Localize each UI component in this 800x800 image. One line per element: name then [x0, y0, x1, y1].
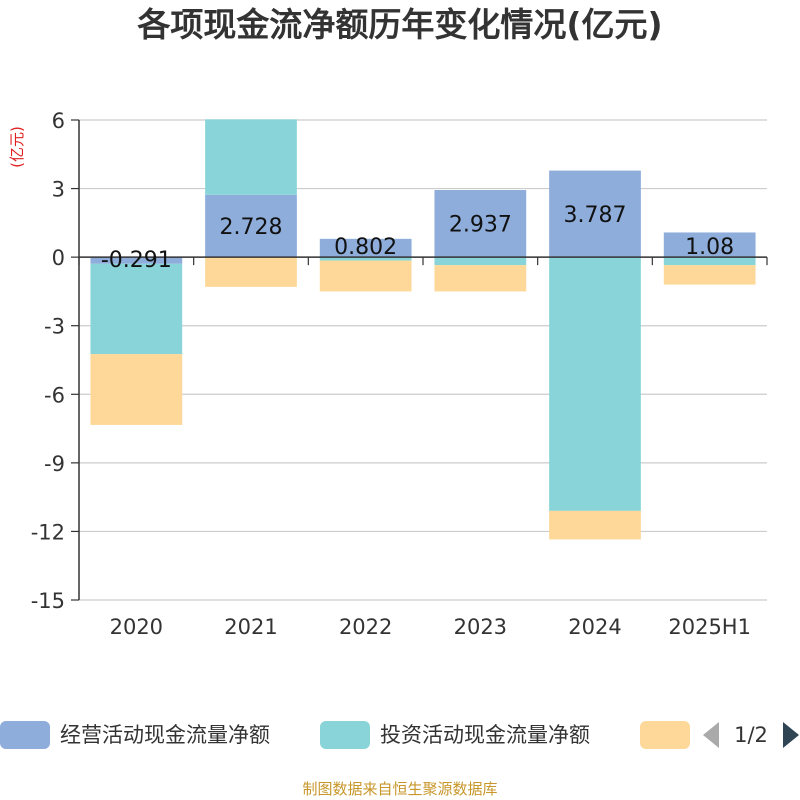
bar-series-2: [205, 119, 297, 195]
bar-series-2: [90, 263, 183, 355]
bars: [90, 119, 756, 540]
y-tick-label: 3: [52, 178, 65, 202]
data-label: 2.937: [449, 213, 512, 238]
bar-series-1: [549, 170, 641, 258]
legend-label[interactable]: 经营活动现金流量净额: [60, 723, 270, 747]
bar-series-3: [319, 260, 412, 292]
x-tick-label: 2023: [454, 615, 507, 639]
bar-series-2: [434, 257, 527, 266]
data-labels: -0.291 2.728 0.802 2.937 3.787 1.08: [101, 203, 734, 273]
bar-series-1: [663, 232, 756, 258]
legend-pager: 1/2: [703, 722, 799, 748]
x-tick-label: 2025H1: [668, 615, 751, 639]
y-tick-label: 6: [52, 109, 65, 133]
y-tick-label: -15: [31, 589, 65, 613]
bar-series-1: [319, 238, 412, 258]
legend-label[interactable]: 投资活动现金流量净额: [380, 723, 590, 747]
data-label: 0.802: [334, 235, 397, 260]
y-tick-label: -9: [44, 452, 65, 476]
legend-swatch[interactable]: [320, 721, 370, 749]
source-note: 制图数据来自恒生聚源数据库: [302, 780, 498, 798]
bar-series-2: [663, 257, 756, 266]
bar-series-1: [90, 257, 183, 264]
legend-swatch[interactable]: [640, 721, 690, 749]
y-tick-label: -12: [31, 520, 65, 544]
y-tick-label: -3: [44, 315, 65, 339]
chart-title: 各项现金流净额历年变化情况(亿元): [137, 5, 663, 44]
legend-swatch[interactable]: [0, 721, 50, 749]
y-axis-title: (亿元): [8, 126, 26, 168]
x-tick-label: 2024: [568, 615, 621, 639]
data-label: 3.787: [564, 203, 627, 228]
bar-series-1: [205, 194, 297, 258]
x-tick-label: 2022: [339, 615, 392, 639]
y-tick-label: -6: [44, 383, 65, 407]
legend-prev-icon[interactable]: [703, 722, 719, 748]
bar-series-3: [90, 354, 183, 425]
bar-series-2: [319, 257, 412, 261]
x-tick-label: 2020: [110, 615, 163, 639]
data-label: 1.08: [685, 235, 734, 260]
legend-next-icon[interactable]: [783, 722, 799, 748]
bar-series-3: [205, 257, 297, 287]
bar-series-1: [434, 190, 527, 258]
y-tick-label: 0: [52, 246, 65, 270]
bar-series-2: [549, 257, 641, 511]
bar-series-3: [434, 265, 527, 292]
data-label: 2.728: [220, 215, 283, 240]
legend: 经营活动现金流量净额 投资活动现金流量净额: [0, 721, 690, 749]
bar-series-3: [663, 265, 756, 285]
axes: 6 3 0 -3 -6 -9 -12 -15 2020 2021 2022 2023 2024 2025H…: [31, 109, 768, 639]
bar-series-3: [549, 510, 641, 540]
legend-page-indicator: 1/2: [734, 723, 768, 747]
data-label: -0.291: [101, 248, 172, 273]
x-tick-label: 2021: [224, 615, 277, 639]
